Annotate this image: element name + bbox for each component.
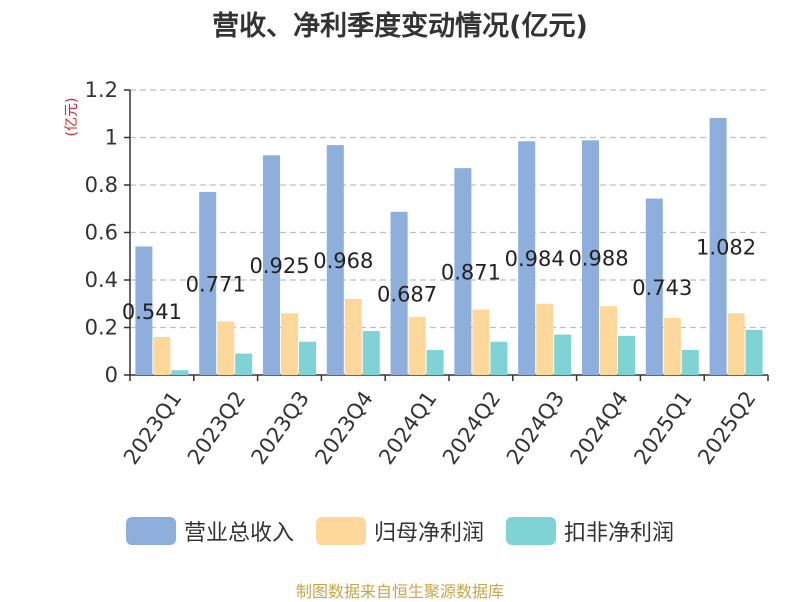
legend: 营业总收入 归母净利润 扣非净利润 (0, 515, 800, 547)
y-tick-label: 1.2 (85, 78, 118, 102)
bar-revenue (199, 191, 217, 375)
y-tick-label: 0.2 (85, 316, 118, 340)
y-tick-label: 0.6 (85, 221, 118, 245)
data-label-revenue: 0.988 (568, 247, 628, 271)
legend-label-revenue: 营业总收入 (183, 521, 294, 546)
bar-chart: 0 0.2 0.4 0.6 0.8 1 1.2 2023Q12023Q22023Q32023Q… (64, 78, 769, 469)
bar-net-profit (344, 299, 362, 375)
x-tick-label: 2024Q1 (374, 387, 441, 469)
legend-item-deducted-profit[interactable]: 扣非净利润 (506, 515, 674, 547)
bar-net-profit (536, 303, 554, 375)
bar-revenue (582, 140, 599, 375)
bar-revenue (390, 211, 408, 375)
bar-net-profit (408, 316, 426, 375)
data-label-revenue: 0.871 (441, 261, 501, 285)
bar-revenue (454, 168, 472, 375)
bar-net-profit (663, 318, 681, 375)
bar-revenue (135, 246, 153, 375)
bar-deducted-profit (745, 329, 763, 375)
legend-item-revenue[interactable]: 营业总收入 (125, 515, 294, 547)
bar-revenue (645, 198, 663, 375)
bar-deducted-profit (171, 370, 189, 375)
source-note: 制图数据来自恒生聚源数据库 (295, 582, 504, 601)
bar-deducted-profit (618, 335, 635, 375)
bar-deducted-profit (681, 350, 699, 375)
bar-revenue (326, 145, 344, 375)
bar-revenue (709, 118, 727, 376)
bar-net-profit (217, 321, 235, 375)
bar-deducted-profit (554, 334, 572, 375)
data-label-revenue: 0.541 (122, 300, 182, 324)
data-label-revenue: 1.082 (696, 236, 756, 260)
bar-deducted-profit (235, 353, 253, 375)
data-label-revenue: 0.771 (186, 272, 246, 296)
y-axis-label: (亿元) (64, 98, 80, 137)
x-tick-label: 2024Q3 (502, 387, 569, 469)
bars (135, 118, 763, 376)
y-tick-label: 0.8 (85, 173, 118, 197)
bar-net-profit (472, 309, 490, 375)
x-tick-label: 2024Q2 (438, 387, 505, 469)
x-tick-label: 2023Q1 (119, 387, 186, 469)
bar-revenue (518, 141, 536, 375)
chart-title: 营收、净利季度变动情况(亿元) (212, 11, 588, 42)
legend-label-net-profit: 归母净利润 (373, 521, 484, 546)
bar-net-profit (281, 313, 298, 375)
legend-swatch-revenue (125, 517, 176, 545)
bar-net-profit (153, 337, 171, 375)
x-tick-label: 2023Q2 (183, 387, 250, 469)
legend-swatch-deducted-profit (506, 517, 556, 545)
bar-net-profit (600, 306, 617, 375)
legend-label-deducted-profit: 扣非净利润 (564, 521, 675, 546)
data-label-revenue: 0.925 (249, 254, 309, 278)
data-label-revenue: 0.687 (377, 282, 437, 306)
y-tick-label: 0.4 (85, 268, 118, 292)
y-tick-label: 1 (105, 126, 118, 150)
x-tick-label: 2023Q3 (247, 387, 314, 469)
legend-swatch-net-profit (315, 517, 366, 545)
x-tick-label: 2023Q4 (310, 387, 377, 469)
x-tick-label: 2024Q4 (566, 387, 633, 469)
data-label-revenue: 0.968 (313, 249, 373, 273)
bar-net-profit (727, 313, 745, 375)
y-tick-label: 0 (105, 363, 118, 387)
legend-item-net-profit[interactable]: 归母净利润 (315, 515, 484, 547)
x-tick-label: 2025Q1 (629, 387, 696, 469)
data-label-revenue: 0.743 (632, 276, 692, 300)
bar-deducted-profit (426, 350, 444, 375)
x-tick-label: 2025Q2 (693, 387, 760, 469)
bar-revenue (263, 155, 280, 375)
bar-deducted-profit (299, 341, 316, 375)
bar-deducted-profit (490, 341, 508, 375)
data-label-revenue: 0.984 (505, 247, 565, 271)
bar-deducted-profit (362, 331, 380, 375)
